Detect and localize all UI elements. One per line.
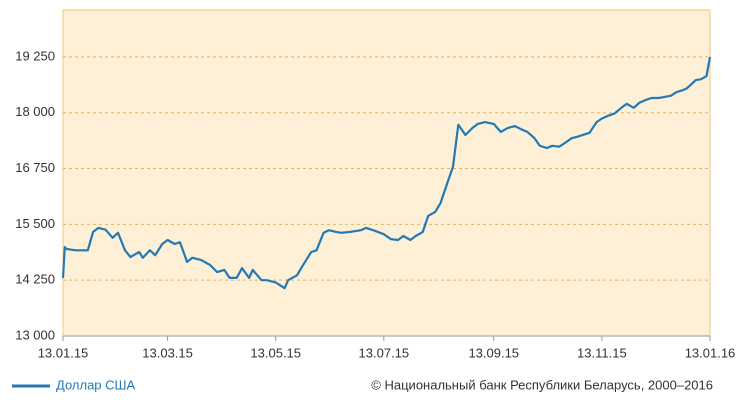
x-tick-label: 13.09.15 <box>468 345 519 360</box>
x-tick-label: 13.03.15 <box>142 345 193 360</box>
x-tick-label: 13.01.16 <box>685 345 736 360</box>
x-tick-label: 13.07.15 <box>359 345 410 360</box>
source-note: © Национальный банк Республики Беларусь,… <box>371 377 713 392</box>
legend-label: Доллар США <box>56 377 135 392</box>
plot-area <box>62 9 711 337</box>
y-tick-label: 18 000 <box>15 104 55 119</box>
y-tick-label: 16 750 <box>15 160 55 175</box>
y-tick-label: 15 500 <box>15 216 55 231</box>
y-tick-label: 13 000 <box>15 327 55 342</box>
x-tick-label: 13.01.15 <box>38 345 89 360</box>
series-line <box>61 56 712 290</box>
x-tick-label: 13.05.15 <box>250 345 301 360</box>
y-tick-label: 14 250 <box>15 272 55 287</box>
x-tick-label: 13.11.15 <box>577 345 627 360</box>
y-tick-label: 19 250 <box>15 48 55 63</box>
